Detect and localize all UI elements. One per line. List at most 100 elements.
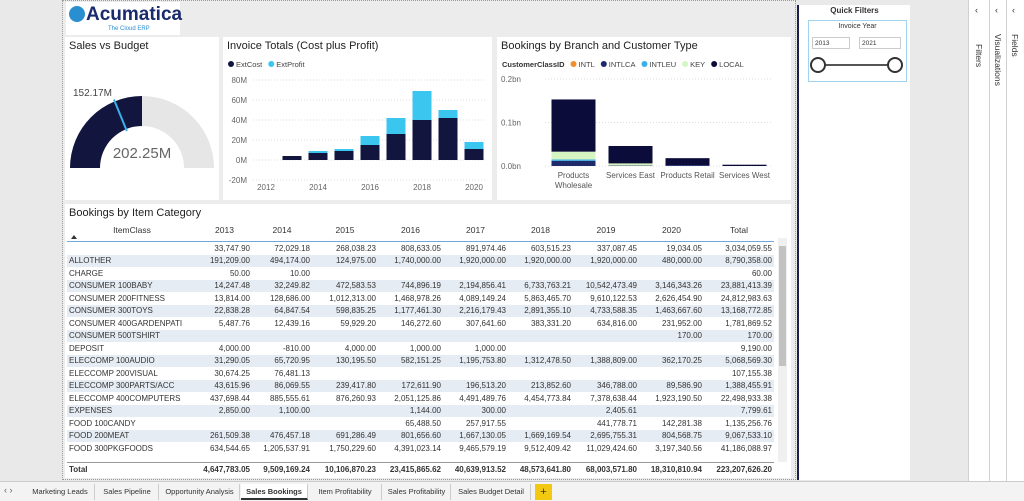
cell: 1,463,667.60 (639, 304, 704, 317)
collapse-icon[interactable]: ‹ (975, 5, 978, 15)
x-tick-label: Products Wholesale (554, 171, 593, 190)
collapse-icon[interactable]: ‹ (1012, 5, 1015, 15)
table-row: ALLOTHER 191,209.00 494,174.00 124,975.00 1,… (67, 254, 774, 267)
cell: 5,863,465.70 (524, 293, 571, 303)
cell: 59,929.20 (340, 318, 376, 328)
cell (378, 329, 443, 342)
total-cell: 48,573,641.80 (508, 462, 573, 475)
cell (573, 267, 639, 280)
cell: 300.00 (443, 404, 508, 417)
column-header[interactable]: 2016 (378, 220, 443, 242)
cell: 1,920,000.00 (443, 254, 508, 267)
page-tab[interactable]: Sales Bookings (241, 484, 308, 500)
cell: 30,674.25 (214, 368, 250, 378)
cell: 19,034.05 (666, 243, 702, 253)
body-table: 33,747.90 72,029.18 268,038.23 808,633.05 89… (67, 242, 774, 455)
y-tick-label: 0.0bn (501, 162, 521, 171)
cell: 480,000.00 (639, 254, 704, 267)
sort-icon[interactable] (71, 235, 77, 239)
column-header[interactable]: 2017 (443, 220, 508, 242)
slider-handle[interactable] (810, 57, 826, 73)
cell: 10.00 (289, 268, 310, 278)
add-page[interactable]: + (535, 484, 552, 500)
table-row: CONSUMER 300TOYS 22,838.28 64,847.54 598,83… (67, 304, 774, 317)
cell: 808,633.05 (400, 243, 441, 253)
from-input[interactable]: 2013 (812, 37, 850, 49)
cell: 146,272.60 (400, 318, 441, 328)
pane-label[interactable]: Filters (974, 44, 984, 68)
y-tick-label: 20M (231, 136, 247, 145)
legend-label: INTLCA (609, 60, 636, 69)
total-table: Total 4,647,783.05 9,509,169.24 10,106,870.… (67, 462, 774, 475)
x-tick-label-box: Products Retail (660, 171, 714, 180)
page-tab[interactable]: Marketing Leads (26, 484, 95, 500)
to-input[interactable]: 2021 (859, 37, 901, 49)
visualizations-pane[interactable]: ‹ Visualizations (989, 0, 1006, 481)
slider-handle[interactable] (887, 57, 903, 73)
row-label: DEPOSIT (69, 343, 105, 353)
cell: 128,686.00 (269, 293, 310, 303)
column-header[interactable]: 2019 (573, 220, 639, 242)
cell: 33,747.90 (214, 243, 250, 253)
table-row: DEPOSIT 4,000.00 -810.00 4,000.00 1,000.00 1,… (67, 342, 774, 355)
cell: 11,029,424.60 (586, 443, 637, 453)
page-tab[interactable]: Sales Pipeline (96, 484, 159, 500)
page-tab[interactable]: Sales Budget Detail (452, 484, 531, 500)
pane-label[interactable]: Fields (1010, 34, 1020, 57)
table-row: ELECCOMP 300PARTS/ACC 43,615.96 86,069.55 2… (67, 379, 774, 392)
table-row: FOOD 200MEAT 261,509.38 476,457.18 691,286.… (67, 429, 774, 442)
scrollbar[interactable] (778, 238, 787, 462)
cell: 8,790,358.00 (704, 254, 774, 267)
cell (443, 367, 508, 380)
cell: 1,100.00 (252, 404, 312, 417)
page-tab[interactable]: Opportunity Analysis (160, 484, 240, 500)
cell: 9,610,122.53 (590, 293, 637, 303)
page-tab[interactable]: Item Profitability (309, 484, 382, 500)
gauge-target (113, 99, 128, 132)
cell: 172,611.90 (378, 379, 443, 392)
table-total: Total 4,647,783.05 9,509,169.24 10,106,870.… (67, 462, 774, 475)
gauge-value (70, 96, 142, 168)
x-tick-label: 2018 (413, 183, 431, 192)
page-tab[interactable]: Sales Profitability (383, 484, 451, 500)
row-label: FOOD 200MEAT (67, 429, 197, 442)
y-tick-label: 60M (231, 96, 247, 105)
total-cell: 223,207,626.20 (704, 462, 774, 475)
fields-pane[interactable]: ‹ Fields (1006, 0, 1024, 481)
column-header[interactable]: 2018 (508, 220, 573, 242)
column-header[interactable]: Total (704, 220, 774, 242)
bar (308, 153, 328, 160)
collapse-icon[interactable]: ‹ (995, 5, 998, 15)
filters-pane[interactable]: ‹ Filters (968, 0, 989, 481)
row-label: ELECCOMP 300PARTS/ACC (67, 379, 197, 392)
column-header[interactable]: 2020 (639, 220, 704, 242)
logo-tagline: The Cloud ERP (108, 26, 150, 32)
row-label: ALLOTHER (67, 254, 197, 267)
table-row: CONSUMER 500TSHIRT 170.00 170.00 (67, 329, 774, 342)
cell: 22,838.28 (197, 304, 252, 317)
page-tabs: ‹ › + Marketing Leads Sales Pipeline Oppor… (0, 481, 1024, 501)
cell: 72,029.18 (274, 243, 310, 253)
column-header[interactable]: 2014 (252, 220, 312, 242)
bar (551, 159, 596, 161)
column-header[interactable]: 2015 (312, 220, 378, 242)
cell: 86,069.55 (252, 379, 312, 392)
cell: 804,568.75 (639, 429, 704, 442)
cell: 1,135,256.76 (725, 418, 772, 428)
row-label: EXPENSES (67, 404, 197, 417)
cell: 1,000.00 (409, 343, 441, 353)
legend-label: ExtCost (236, 60, 263, 69)
scroll-thumb[interactable] (779, 246, 786, 366)
column-header[interactable]: ItemClass (67, 220, 197, 242)
cell: 4,089,149.24 (459, 293, 506, 303)
tab-nav[interactable]: ‹ › (4, 485, 13, 495)
row-label: ELECCOMP 100AUDIO (67, 354, 197, 367)
gauge-panel: 152.17M 202.25M Sales vs Budget (65, 37, 219, 200)
cell: 65,720.95 (252, 354, 312, 367)
total-cell: 68,003,571.80 (573, 462, 639, 475)
cell: 307,641.60 (465, 318, 506, 328)
bar (308, 151, 328, 153)
pane-label[interactable]: Visualizations (993, 34, 1003, 86)
cell: 1,920,000.00 (573, 254, 639, 267)
column-header[interactable]: 2013 (197, 220, 252, 242)
